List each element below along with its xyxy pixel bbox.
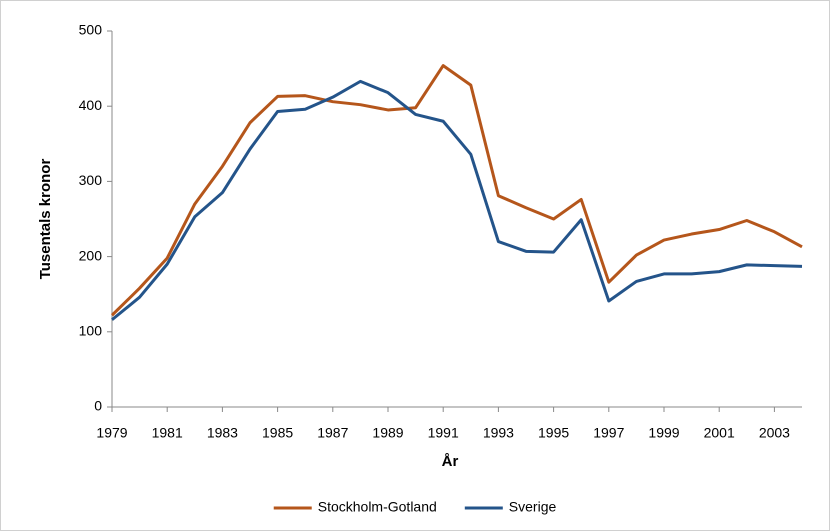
x-tick-label: 1981 [152, 425, 183, 441]
y-tick-label: 0 [94, 398, 102, 414]
x-tick-label: 1983 [207, 425, 238, 441]
x-tick-label: 1995 [538, 425, 569, 441]
line-series [110, 64, 803, 317]
x-tick-label: 1989 [372, 425, 403, 441]
y-tick-label: 500 [79, 22, 103, 38]
y-tick-label: 400 [79, 97, 103, 113]
x-tick-label: 1997 [593, 425, 624, 441]
x-tick-label: 1987 [317, 425, 348, 441]
y-axis-title: Tusentals kronor [37, 159, 54, 280]
x-tick-label: 2003 [759, 425, 790, 441]
x-tick-label: 1991 [428, 425, 459, 441]
line-series [111, 79, 803, 321]
x-axis-title: År [442, 453, 459, 470]
x-tick-label: 2001 [704, 425, 735, 441]
y-tick-label: 100 [79, 323, 103, 339]
legend-label: Stockholm-Gotland [318, 499, 437, 515]
y-tick-label: 200 [79, 247, 103, 263]
y-tick-label: 300 [79, 172, 103, 188]
x-tick-label: 1985 [262, 425, 293, 441]
x-tick-label: 1999 [648, 425, 679, 441]
x-tick-label: 1993 [483, 425, 514, 441]
legend-label: Sverige [509, 499, 557, 515]
x-tick-label: 1979 [96, 425, 127, 441]
